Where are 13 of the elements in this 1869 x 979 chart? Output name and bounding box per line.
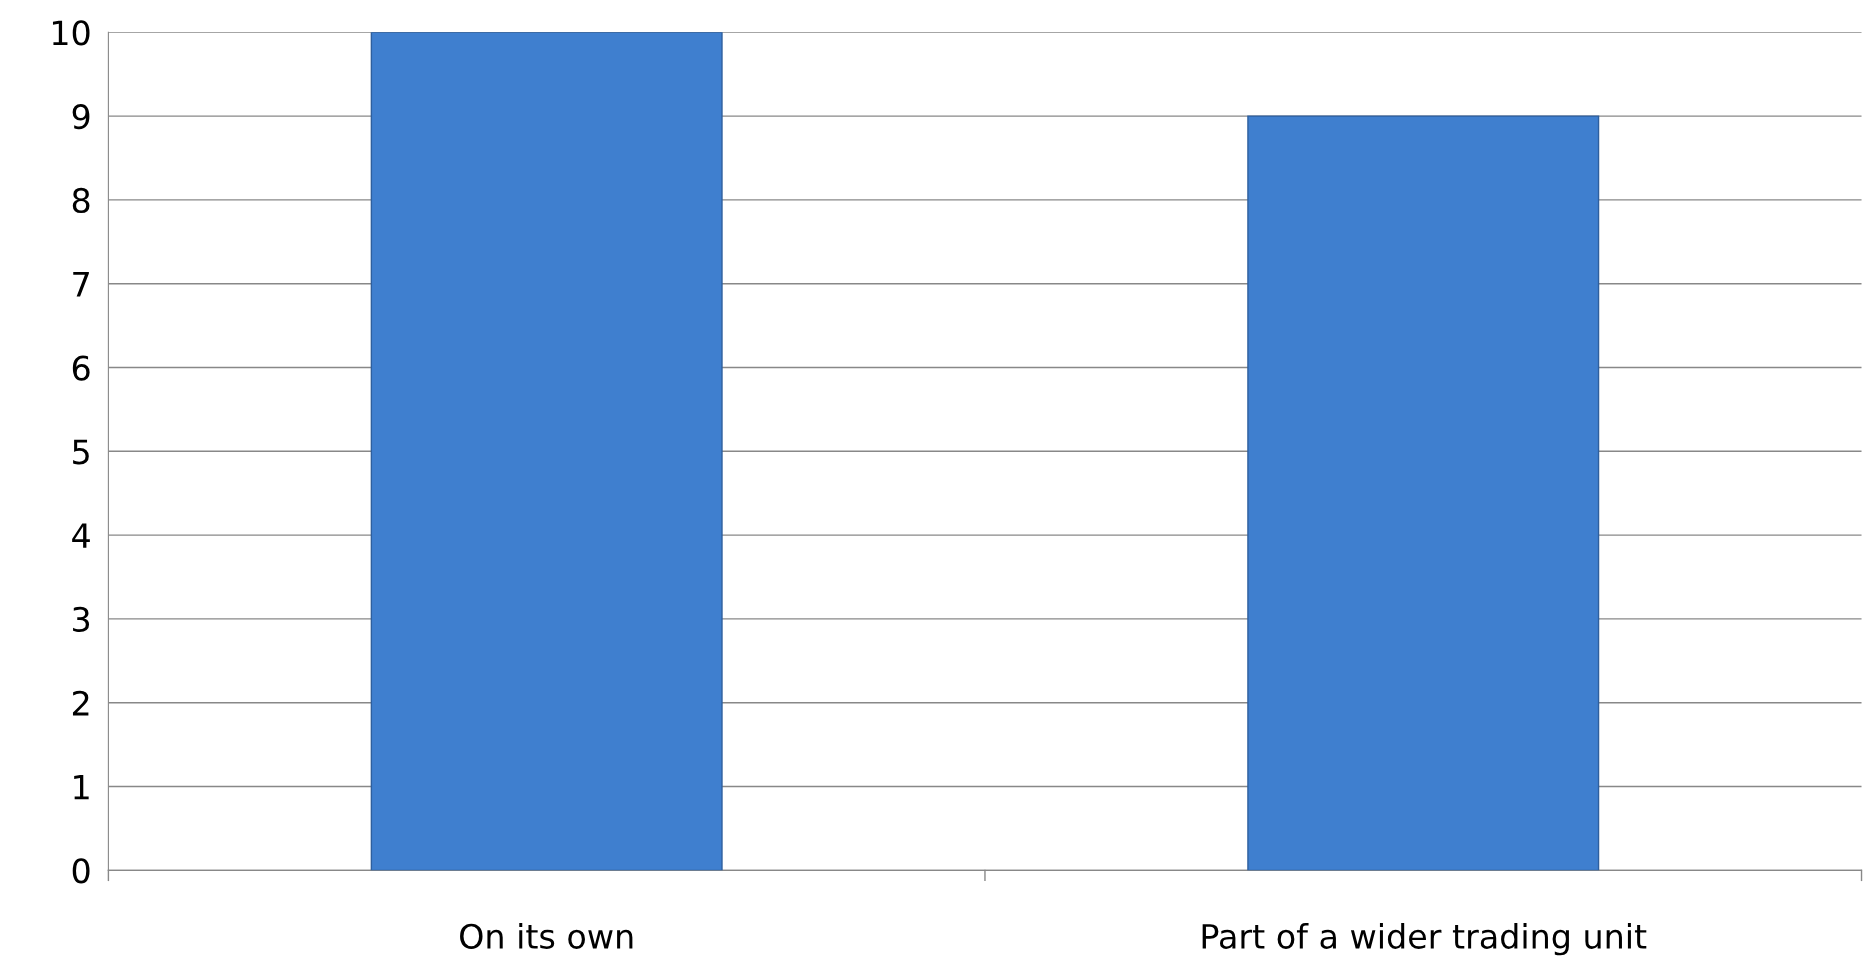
y-tick-label: 6 [72, 355, 90, 381]
y-tick-label: 0 [72, 858, 90, 884]
x-tick-label: Part of a wider trading unit [1202, 923, 1647, 956]
y-tick-label: 8 [72, 187, 90, 214]
y-tick-label: 2 [72, 690, 89, 716]
y-tick-label: 9 [72, 104, 90, 130]
y-tick-label: 1 [74, 774, 89, 800]
y-tick-label: 10 [52, 20, 90, 46]
y-tick-label: 7 [73, 272, 89, 297]
y-tick-label: 5 [73, 439, 89, 465]
y-tick-label: 3 [73, 606, 90, 633]
x-tick-label: On its own [460, 923, 633, 949]
y-tick-label: 4 [72, 523, 90, 548]
